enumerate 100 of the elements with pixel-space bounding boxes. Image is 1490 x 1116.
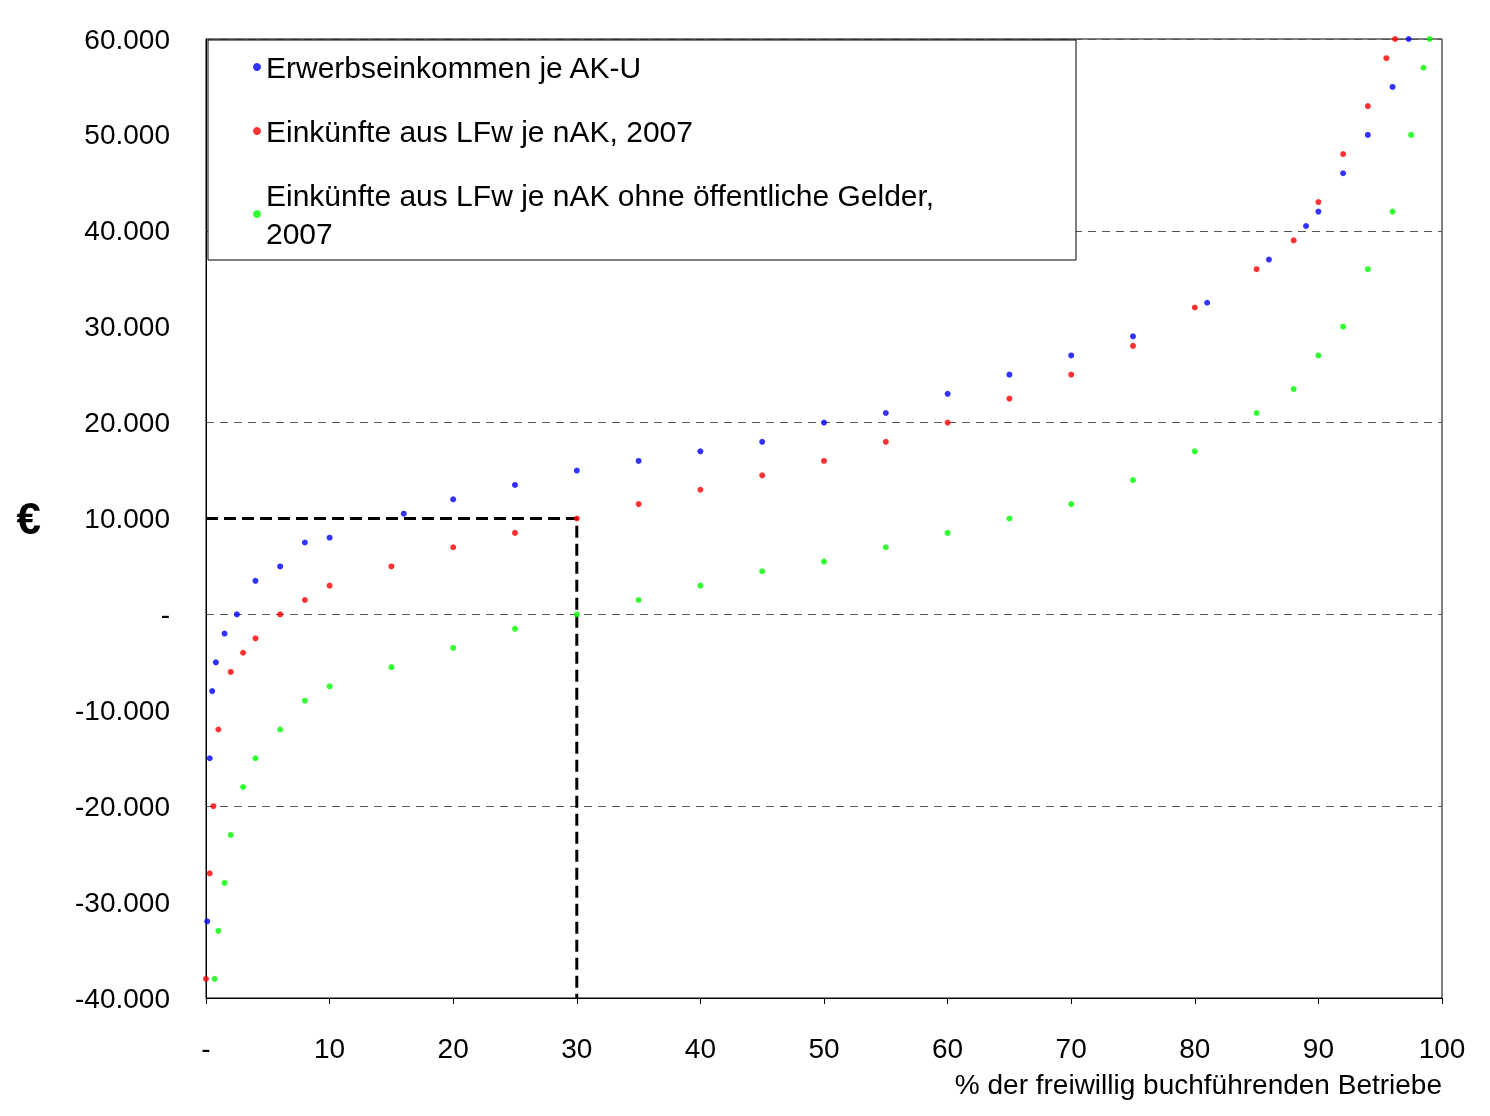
point	[1303, 223, 1310, 229]
point	[400, 510, 407, 517]
point	[210, 803, 217, 810]
point	[635, 501, 642, 508]
point	[1068, 352, 1075, 359]
point	[1290, 386, 1297, 393]
point	[944, 419, 951, 426]
point	[573, 467, 580, 474]
point	[1204, 299, 1211, 306]
point	[240, 784, 247, 791]
point	[1408, 131, 1415, 138]
point	[512, 625, 518, 632]
point	[252, 577, 259, 584]
legend-label: Einkünfte aus LFw je nAK ohne öffentliche Gelder, 2007	[266, 178, 943, 250]
y-tick-label: 40.000	[84, 215, 170, 247]
point	[326, 582, 333, 589]
point	[326, 683, 333, 690]
y-tick-label: -10.000	[75, 694, 170, 726]
point	[512, 481, 518, 488]
x-tick-label: 10	[314, 1032, 346, 1064]
x-tick-label: 70	[1055, 1032, 1087, 1064]
point	[1389, 208, 1396, 215]
y-tick-label: 20.000	[84, 407, 170, 439]
point	[1389, 83, 1396, 90]
point	[1405, 36, 1412, 42]
point	[450, 644, 457, 651]
point	[277, 726, 284, 733]
point	[233, 611, 240, 618]
point	[227, 831, 234, 838]
legend-label: Erwerbseinkommen je AK-U	[266, 50, 642, 84]
point	[1130, 342, 1136, 349]
point	[1364, 103, 1371, 110]
point	[1265, 256, 1272, 263]
y-tick-label: 30.000	[84, 311, 170, 343]
point	[215, 726, 222, 733]
x-tick-label: 50	[808, 1032, 840, 1064]
x-tick-label: 80	[1179, 1032, 1211, 1064]
point	[1006, 371, 1013, 378]
y-tick-label: -	[160, 598, 170, 630]
point	[1364, 131, 1371, 138]
point	[211, 975, 218, 982]
point	[450, 544, 457, 551]
point	[1340, 323, 1347, 330]
point	[301, 539, 308, 546]
point	[759, 472, 766, 479]
x-axis-title: % der freiwillig buchführenden Betriebe	[954, 1068, 1442, 1100]
point	[697, 448, 704, 455]
point	[1340, 170, 1347, 177]
point	[388, 664, 395, 671]
y-tick-label: -20.000	[75, 790, 170, 822]
y-tick-label: -40.000	[75, 982, 170, 1014]
point	[573, 611, 580, 618]
point	[1383, 55, 1390, 62]
point	[209, 688, 216, 695]
point	[1426, 36, 1433, 42]
point	[1006, 395, 1013, 402]
point	[1290, 237, 1297, 244]
point	[240, 649, 247, 656]
x-tick-label: 90	[1302, 1032, 1334, 1064]
x-tick-label: 20	[437, 1032, 469, 1064]
y-tick-label: 50.000	[84, 119, 170, 151]
point	[212, 659, 219, 666]
x-tick-label: 60	[932, 1032, 964, 1064]
point	[277, 563, 284, 570]
point	[221, 879, 228, 886]
point	[1392, 36, 1399, 42]
point	[697, 486, 704, 493]
point	[882, 410, 889, 417]
point	[1068, 501, 1075, 508]
point	[944, 529, 951, 536]
point	[821, 419, 827, 426]
point	[221, 630, 228, 637]
point	[215, 927, 222, 934]
point	[206, 755, 213, 762]
point	[204, 918, 211, 925]
point	[252, 635, 259, 642]
point	[1068, 371, 1075, 378]
point	[882, 438, 889, 445]
y-axis-title: €	[16, 494, 41, 543]
point	[301, 697, 308, 704]
point	[227, 668, 234, 675]
point	[1006, 515, 1013, 522]
legend-label: Einkünfte aus LFw je nAK, 2007	[266, 114, 693, 148]
y-tick-label: 10.000	[84, 503, 170, 534]
x-tick-label: 100	[1418, 1032, 1466, 1064]
x-tick-label: -	[201, 1032, 211, 1064]
point	[512, 529, 518, 536]
point	[206, 870, 213, 877]
point	[252, 755, 259, 762]
x-tick-label: 40	[684, 1032, 716, 1064]
point	[821, 457, 827, 464]
point	[944, 390, 951, 397]
point	[203, 975, 209, 982]
point	[1191, 304, 1198, 311]
point	[450, 496, 457, 503]
point	[882, 544, 889, 551]
point	[1315, 352, 1322, 359]
point	[1191, 448, 1198, 455]
point	[1364, 266, 1371, 273]
point	[277, 611, 284, 618]
